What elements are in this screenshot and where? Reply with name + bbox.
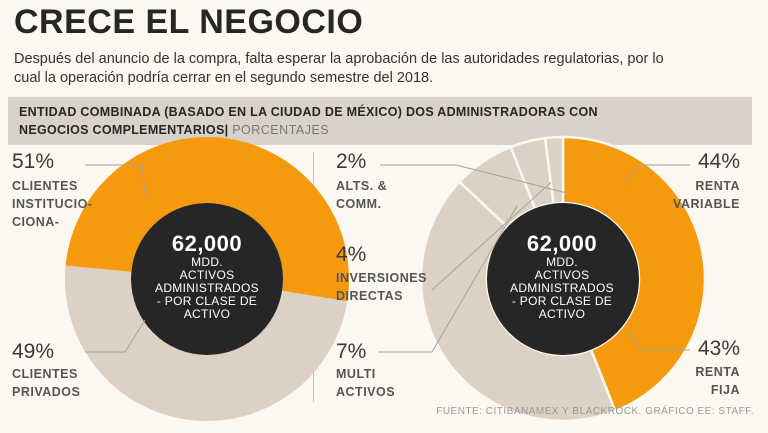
leader-renta-variable [624,164,690,186]
subtitle: Después del anuncio de la compra, falta … [14,51,664,86]
band-title: ENTIDAD COMBINADA (BASADO EN LA CIUDAD D… [19,105,598,137]
pct-renta-fija: 43% [697,337,740,360]
band-unit: PORCENTAJES [232,123,330,137]
center-left-caption: MDD. ACTIVOS ADMINISTRADOS - POR CLASE D… [155,255,259,321]
donut-center-right [487,203,639,355]
label-multi-activos: MULTI ACTIVOS [336,367,396,399]
center-right-value: 62,000 [526,231,598,256]
pct-inversiones-directas: 4% [336,243,367,266]
header-band [8,97,752,145]
pct-renta-variable: 44% [697,150,740,173]
center-right: 62,000 MDD. ACTIVOS ADMINISTRADOS - POR … [497,232,627,321]
leader-alts-comm [380,164,568,194]
slice-clientes-privados [65,265,348,421]
leader-clientes-privados [85,319,146,353]
donut-center-left [131,203,283,355]
label-inversiones-directas: INVERSIONES DIRECTAS [336,271,427,303]
source-note: FUENTE: CITIBANAMEX Y BLACKROCK. GRÁFICO… [436,406,754,417]
band-text: ENTIDAD COMBINADA (BASADO EN LA CIUDAD D… [19,103,659,139]
pct-multi-activos: 7% [336,340,367,363]
label-clientes-privados: CLIENTES PRIVADOS [12,367,81,399]
pct-clientes-institucionales: 51% [12,150,55,173]
center-right-caption: MDD. ACTIVOS ADMINISTRADOS - POR CLASE D… [510,255,614,321]
label-renta-fija: RENTA FIJA [695,365,740,397]
leader-renta-fija [627,329,690,351]
pct-clientes-privados: 49% [12,340,55,363]
leader-multi-activos [378,205,518,353]
label-alts-comm: ALTS. & COMM. [336,179,388,211]
center-left: 62,000 MDD. ACTIVOS ADMINISTRADOS - POR … [142,232,272,321]
leader-inversiones-directas [431,181,552,291]
label-clientes-institucionales: CLIENTES INSTITUCIO- CIONA- [12,179,93,229]
band-separator: | [224,123,229,137]
page-title: CRECE EL NEGOCIO [14,3,364,41]
center-left-value: 62,000 [171,231,243,256]
pct-alts-comm: 2% [336,150,367,173]
label-renta-variable: RENTA VARIABLE [673,179,740,211]
slice-clientes-institucionales [65,136,350,302]
leader-clientes-institucionales [85,164,146,196]
